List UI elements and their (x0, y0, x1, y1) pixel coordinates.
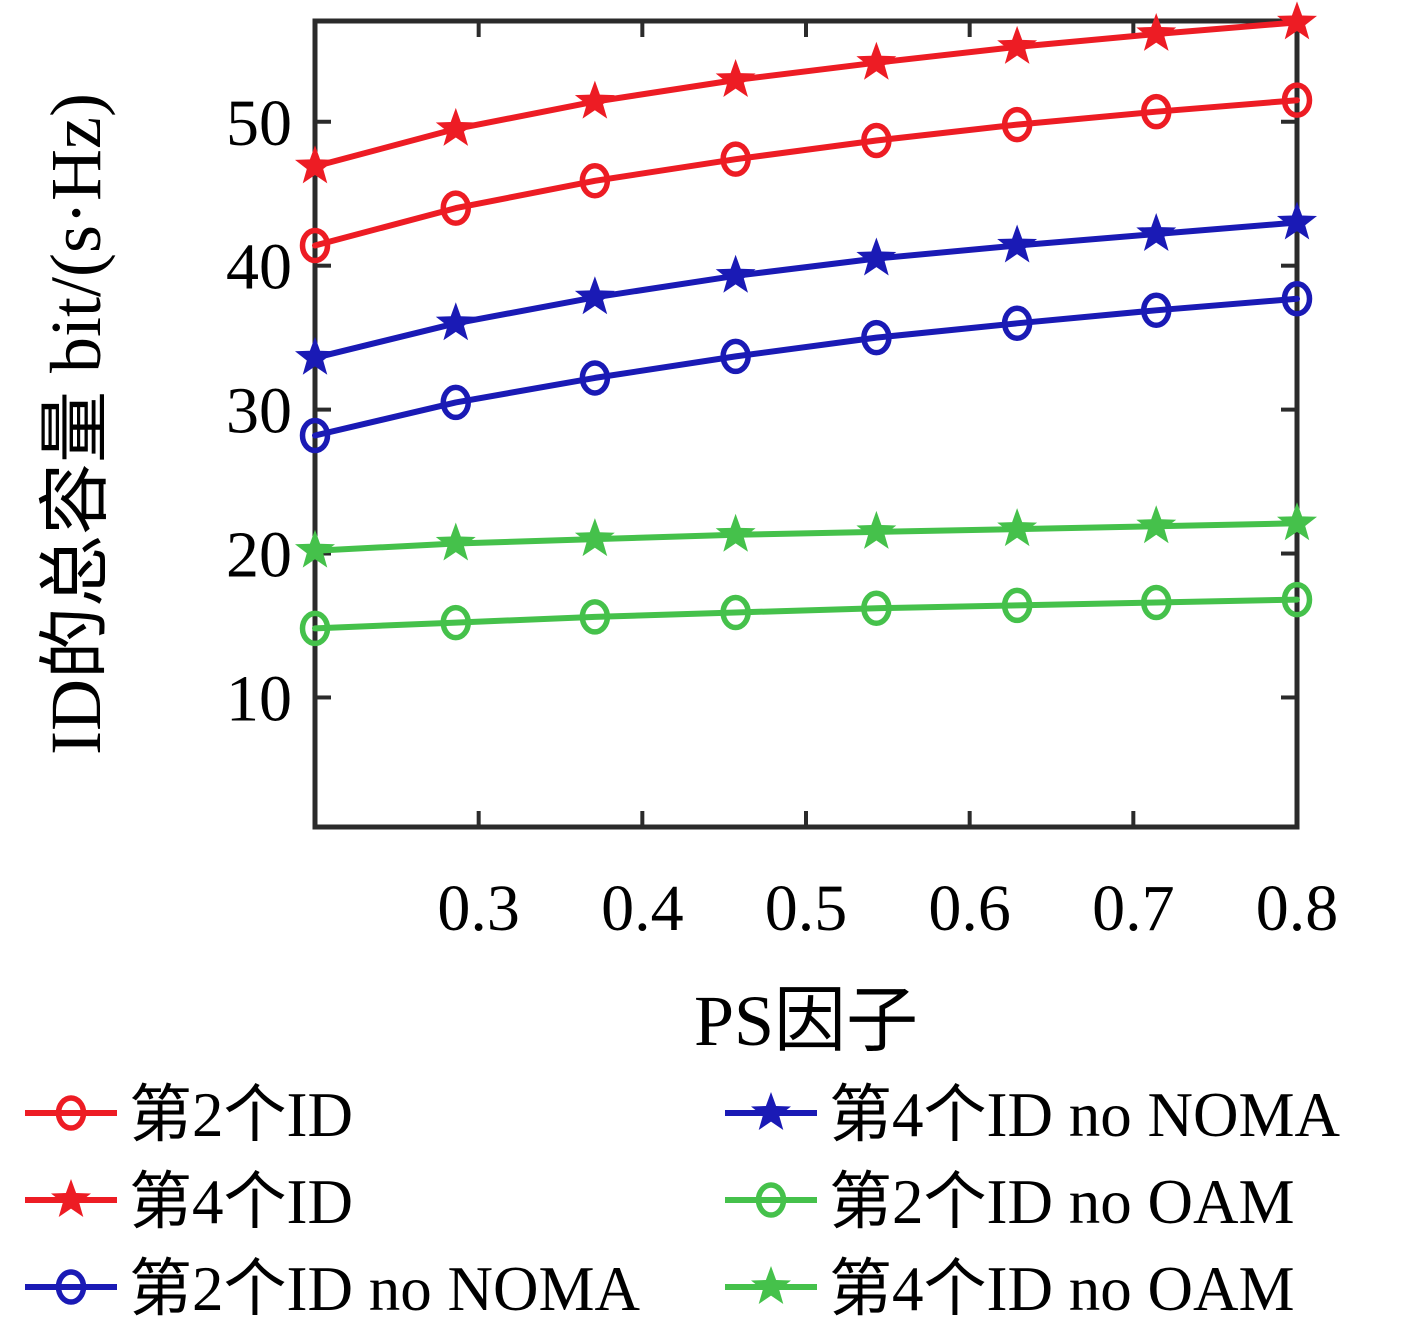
series-line (312, 97, 1300, 249)
star-marker (295, 145, 335, 184)
x-tick-label: 0.7 (1092, 872, 1175, 945)
circle-marker (720, 594, 751, 631)
star-marker (295, 336, 335, 375)
series-line (312, 219, 1300, 361)
circle-marker (579, 599, 611, 635)
circle-marker (755, 1182, 787, 1218)
legend-label: 第4个ID (129, 1167, 353, 1237)
circle-marker (861, 122, 892, 159)
circle-marker (440, 190, 472, 226)
series-line (312, 295, 1300, 439)
star-marker (295, 529, 335, 568)
star-marker (1136, 505, 1177, 544)
star-marker (751, 1092, 791, 1130)
circle-marker (861, 319, 892, 356)
y-tick-label: 40 (226, 231, 292, 304)
circle-marker (720, 141, 751, 177)
x-axis-label: PS因子 (694, 981, 918, 1061)
circle-marker (1281, 82, 1313, 118)
circle-marker (579, 360, 611, 396)
legend-item: 第2个ID no OAM (725, 1167, 1295, 1237)
x-tick-label: 0.4 (601, 872, 684, 945)
series-2 (299, 281, 1313, 454)
star-marker (997, 508, 1038, 547)
star-marker (1136, 213, 1177, 251)
star-marker (751, 1266, 791, 1304)
circle-marker (440, 604, 472, 641)
x-tick-label: 0.8 (1256, 872, 1339, 945)
circle-marker (55, 1095, 87, 1131)
legend-label: 第2个ID no NOMA (129, 1254, 640, 1323)
star-marker (51, 1179, 91, 1217)
star-marker (574, 276, 615, 315)
star-marker (435, 107, 476, 146)
star-marker (715, 59, 756, 97)
star-marker (435, 302, 476, 341)
legend-item: 第2个ID (25, 1080, 353, 1150)
y-tick-label: 50 (226, 87, 292, 160)
circle-marker (55, 1269, 87, 1305)
circle-marker (299, 610, 331, 647)
circle-marker (299, 227, 331, 264)
circle-marker (299, 417, 331, 454)
star-marker (1277, 502, 1317, 541)
star-marker (715, 254, 756, 293)
series-3 (295, 201, 1317, 375)
circle-marker (720, 338, 751, 375)
series-line (312, 596, 1300, 632)
y-axis-label: ID的总容量 bit/(s·Hz) (36, 93, 116, 755)
star-marker (856, 510, 897, 549)
x-tick-label: 0.6 (928, 872, 1011, 945)
x-tick-label: 0.3 (437, 872, 520, 945)
star-marker (856, 237, 897, 276)
series-4 (299, 581, 1313, 647)
series-1 (295, 1, 1317, 184)
circle-marker (1140, 584, 1172, 621)
legend-label: 第2个ID no OAM (829, 1167, 1295, 1237)
legend-item: 第2个ID no NOMA (25, 1254, 640, 1323)
series-5 (295, 502, 1317, 568)
star-marker (856, 41, 897, 80)
legend-label: 第4个ID no OAM (829, 1254, 1295, 1323)
circle-marker (1001, 305, 1033, 341)
star-marker (1277, 201, 1317, 240)
circle-marker (1140, 93, 1172, 130)
star-marker (435, 522, 476, 561)
circle-marker (861, 590, 892, 626)
circle-marker (1001, 587, 1033, 624)
legend-item: 第4个ID no OAM (725, 1254, 1295, 1323)
y-tick-label: 30 (226, 375, 292, 448)
x-tick-label: 0.5 (765, 872, 848, 945)
series-line (312, 19, 1300, 170)
legend-label: 第4个ID no NOMA (829, 1080, 1340, 1150)
y-tick-label: 10 (226, 662, 292, 735)
star-marker (574, 518, 615, 557)
star-marker (1136, 13, 1177, 51)
star-marker (574, 80, 615, 119)
series-0 (299, 82, 1313, 264)
star-marker (1277, 1, 1317, 40)
star-marker (715, 513, 756, 552)
circle-marker (1001, 106, 1033, 143)
circle-marker (1140, 292, 1172, 329)
y-tick-label: 20 (226, 519, 292, 592)
circle-marker (1281, 281, 1313, 317)
circle-marker (1281, 581, 1313, 618)
circle-marker (440, 384, 472, 421)
circle-marker (579, 163, 611, 199)
star-marker (997, 25, 1038, 64)
series-line (312, 520, 1300, 554)
star-marker (997, 224, 1038, 263)
legend-item: 第4个ID (25, 1167, 353, 1237)
legend-label: 第2个ID (129, 1080, 353, 1150)
legend-item: 第4个ID no NOMA (725, 1080, 1340, 1150)
